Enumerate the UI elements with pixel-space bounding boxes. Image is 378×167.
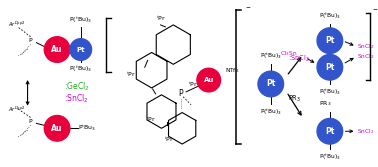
Text: Pt: Pt: [325, 127, 335, 136]
Text: SnCl$_2$: SnCl$_2$: [358, 127, 375, 136]
Text: P: P: [29, 119, 33, 124]
Text: Pt: Pt: [325, 36, 335, 45]
Text: P$^t$Bu$_3$: P$^t$Bu$_3$: [79, 123, 97, 133]
Text: $^i$Pr: $^i$Pr: [146, 115, 156, 124]
Text: P: P: [29, 38, 33, 43]
Text: P($^t$Bu)$_3$: P($^t$Bu)$_3$: [319, 87, 341, 97]
Text: P($^t$Bu)$_3$: P($^t$Bu)$_3$: [260, 107, 282, 117]
Text: Ar$^{Dpp2}$: Ar$^{Dpp2}$: [8, 105, 25, 114]
Text: Pt: Pt: [325, 63, 335, 72]
Circle shape: [317, 54, 342, 80]
Circle shape: [197, 68, 220, 92]
Circle shape: [44, 116, 70, 141]
Text: $^i$Pr: $^i$Pr: [126, 69, 136, 79]
Text: P($^t$Bu)$_3$: P($^t$Bu)$_3$: [319, 11, 341, 21]
Circle shape: [317, 28, 342, 53]
Text: $^i$Pr: $^i$Pr: [156, 13, 166, 23]
Circle shape: [258, 71, 284, 97]
Text: Pt: Pt: [266, 79, 276, 89]
Text: $^-$: $^-$: [371, 6, 378, 15]
Text: P($^t$Bu)$_3$: P($^t$Bu)$_3$: [319, 152, 341, 162]
Text: Au: Au: [51, 45, 63, 54]
Text: P($^t$Bu)$_3$: P($^t$Bu)$_3$: [260, 51, 282, 61]
Text: Cl$_3$Sn: Cl$_3$Sn: [280, 49, 297, 58]
Text: PR$_3$: PR$_3$: [288, 94, 301, 104]
Text: P: P: [178, 89, 183, 98]
Text: PR$_3$: PR$_3$: [319, 99, 331, 108]
Text: P($^t$Bu)$_3$: P($^t$Bu)$_3$: [69, 15, 92, 25]
Text: Au: Au: [51, 124, 63, 133]
Text: :SnCl$_2$: :SnCl$_2$: [288, 54, 309, 64]
Circle shape: [70, 39, 91, 60]
Circle shape: [317, 118, 342, 144]
Text: SnCl$_2$: SnCl$_2$: [358, 52, 375, 61]
Text: Pt: Pt: [76, 47, 85, 53]
Text: $^-$: $^-$: [244, 4, 252, 13]
Text: Ar$^{Dpp2}$: Ar$^{Dpp2}$: [8, 19, 25, 29]
Text: :SnCl$_2$: :SnCl$_2$: [64, 93, 89, 105]
Text: $^i$Pr: $^i$Pr: [164, 134, 174, 144]
Text: NTf$_2$: NTf$_2$: [226, 66, 240, 75]
Text: :GeCl$_2$: :GeCl$_2$: [64, 81, 90, 93]
Circle shape: [44, 37, 70, 62]
Text: SnCl$_2$: SnCl$_2$: [358, 42, 375, 51]
Text: $^i$Pr: $^i$Pr: [188, 79, 198, 89]
Text: P($^t$Bu)$_3$: P($^t$Bu)$_3$: [69, 64, 92, 74]
Text: Au: Au: [204, 77, 214, 83]
